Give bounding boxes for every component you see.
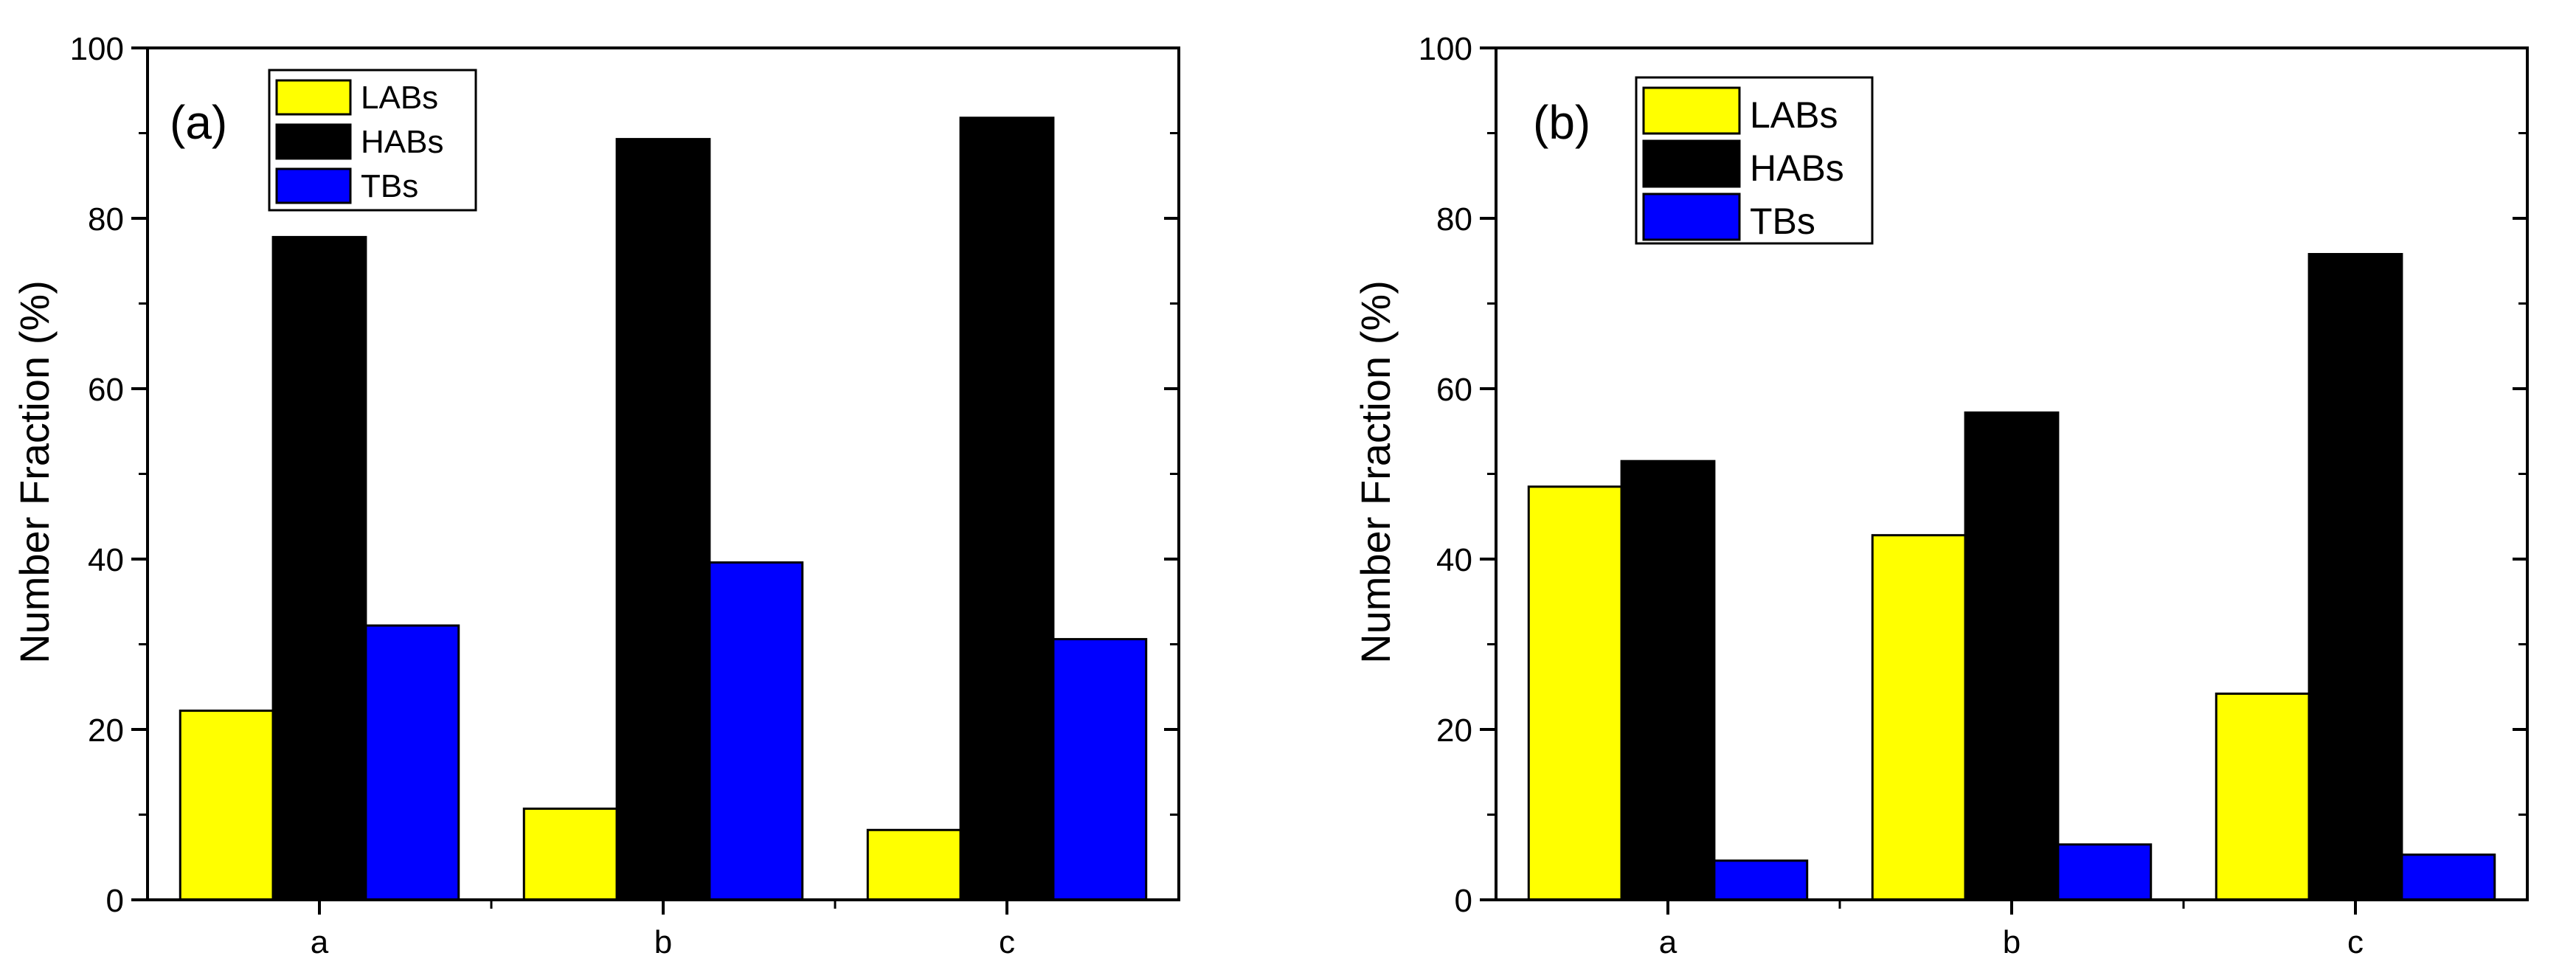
bar-habs-c [959,117,1055,901]
legend-label-tbs: TBs [361,168,418,204]
y-tick-label: 40 [88,542,124,578]
y-tick-label: 0 [1455,883,1472,919]
legend: LABs HABs TBs [268,69,477,212]
y-tick-label: 20 [1436,712,1472,749]
plot-frame [146,46,1180,901]
bar-tbs-a [364,624,460,901]
bar-habs-a [1620,460,1716,901]
y-tick-label: 60 [88,372,124,408]
y-tick-label: 40 [1436,542,1472,578]
bar-tbs-b [2057,843,2153,901]
bar-habs-c [2307,253,2403,901]
y-tick-label: 80 [1436,201,1472,237]
bar-tbs-b [708,561,804,901]
x-tick-label: a [311,924,329,960]
x-tick-label: c [999,924,1015,960]
legend-swatch-labs [1642,86,1741,135]
legend-label-labs: LABs [361,80,438,116]
y-tick-label: 80 [88,201,124,237]
y-tick-label: 60 [1436,372,1472,408]
bar-habs-b [615,138,711,901]
panel-label: (a) [170,96,227,149]
bar-labs-a [1527,485,1623,901]
tick-layer: 0 20 40 60 80 100 a b c [1419,31,2527,960]
legend-swatch-habs [275,123,352,160]
x-tick-label: c [2347,924,2364,960]
bar-labs-c [2215,692,2310,901]
legend-swatch-habs [1642,139,1741,188]
bar-habs-b [1964,411,2060,901]
y-tick-label: 100 [70,31,124,67]
bar-tbs-c [1052,638,1148,901]
bar-labs-b [522,807,618,901]
bars-layer [1527,253,2496,901]
bar-labs-c [866,828,962,901]
legend: LABs HABs TBs [1635,76,1874,245]
x-tick-label: a [1659,924,1677,960]
legend-label-tbs: TBs [1750,201,1815,242]
bar-tbs-c [2400,853,2496,901]
y-tick-label: 100 [1419,31,1472,67]
x-tick-label: b [654,924,672,960]
legend-swatch-labs [275,79,352,116]
y-tick-label: 20 [88,712,124,749]
bar-habs-a [271,235,367,901]
legend-label-habs: HABs [361,124,443,160]
y-tick-label: 0 [106,883,124,919]
bar-labs-a [179,710,274,901]
legend-label-labs: LABs [1750,94,1838,136]
panel-label: (b) [1533,96,1590,149]
tick-layer: 0 20 40 60 80 100 a b c [70,31,1179,960]
legend-swatch-tbs [275,167,352,204]
y-axis-label: Number Fraction (%) [11,280,58,664]
x-tick-label: b [2003,924,2021,960]
y-axis-label: Number Fraction (%) [1352,280,1399,664]
plot-frame [1495,46,2529,901]
bar-labs-b [1871,534,1967,901]
legend-label-habs: HABs [1750,148,1844,189]
legend-swatch-tbs [1642,193,1741,241]
bar-tbs-a [1713,859,1809,901]
